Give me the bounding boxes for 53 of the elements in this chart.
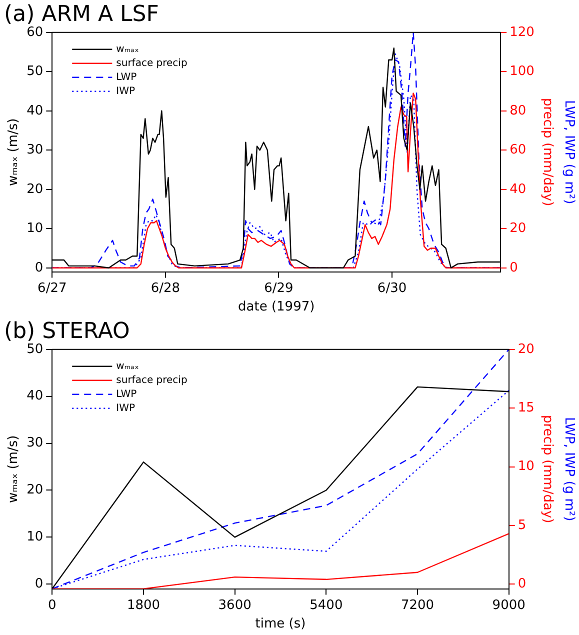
x-tick-label: 7200 xyxy=(400,598,434,613)
y-tick-label: 30 xyxy=(26,142,44,158)
y2-axis-title: precip (mm/day) xyxy=(540,98,555,206)
y-tick-label: 50 xyxy=(26,64,44,80)
legend-label: IWP xyxy=(116,402,136,414)
y-tick-label: 20 xyxy=(26,182,44,197)
x-axis-title: date (1997) xyxy=(238,300,315,315)
x-axis-title: time (s) xyxy=(255,616,306,632)
y-tick-label: 30 xyxy=(26,436,44,451)
y2-tick-label: 120 xyxy=(510,24,534,40)
x-tick-label: 6/29 xyxy=(264,280,294,296)
y-axis-title: wₘₐₓ (m/s) xyxy=(6,435,22,503)
y-tick-label: 40 xyxy=(26,103,44,118)
y-tick-label: 0 xyxy=(34,260,44,276)
y-tick-label: 10 xyxy=(26,530,44,545)
legend-label: LWP xyxy=(116,72,137,83)
x-tick-label: 6/27 xyxy=(38,280,67,296)
y2-tick-label: 20 xyxy=(518,342,534,357)
y2-tick-label: 15 xyxy=(518,400,534,416)
x-tick-label: 9000 xyxy=(492,598,526,613)
text: LWP, IWP (g m²) xyxy=(562,417,577,522)
y2-tick-label: 10 xyxy=(518,459,534,474)
y-axis-title: wₘₐₓ (m/s) xyxy=(6,118,22,186)
x-tick-label: 1800 xyxy=(126,598,160,613)
legend-label: surface precip xyxy=(116,58,188,69)
y-tick-label: 60 xyxy=(26,24,44,40)
y2-tick-label: 5 xyxy=(518,518,526,533)
text: LWP, IWP (g m²) xyxy=(562,100,577,204)
y2-tick-label: 20 xyxy=(510,221,526,236)
y-tick-label: 50 xyxy=(26,342,44,357)
y2-tick-label: 100 xyxy=(510,64,534,80)
y-tick-label: 10 xyxy=(26,221,44,236)
x-tick-label: 0 xyxy=(48,598,56,613)
legend-label: surface precip xyxy=(116,374,188,386)
y-tick-label: 0 xyxy=(34,576,44,592)
x-tick-label: 6/28 xyxy=(150,280,180,296)
chart-title: (b) STERAO xyxy=(4,318,130,344)
y2-tick-label: 0 xyxy=(518,576,526,592)
y2-tick-label: 40 xyxy=(510,182,526,197)
y2-axis-title: precip (mm/day) xyxy=(540,414,555,524)
y2-tick-label: 80 xyxy=(510,103,526,118)
y2-tick-label: 60 xyxy=(510,142,526,158)
y-tick-label: 40 xyxy=(26,388,44,404)
legend-label: wₘₐₓ xyxy=(116,44,139,55)
x-tick-label: 3600 xyxy=(218,598,252,613)
x-tick-label: 6/30 xyxy=(377,280,407,296)
legend-label: wₘₐₓ xyxy=(116,360,139,372)
legend-label: LWP xyxy=(116,388,137,400)
y-tick-label: 20 xyxy=(26,482,44,498)
y2-tick-label: 0 xyxy=(510,260,518,276)
legend-label: IWP xyxy=(116,86,136,97)
chart-title: (a) ARM A LSF xyxy=(4,2,159,27)
x-tick-label: 5400 xyxy=(310,598,343,613)
